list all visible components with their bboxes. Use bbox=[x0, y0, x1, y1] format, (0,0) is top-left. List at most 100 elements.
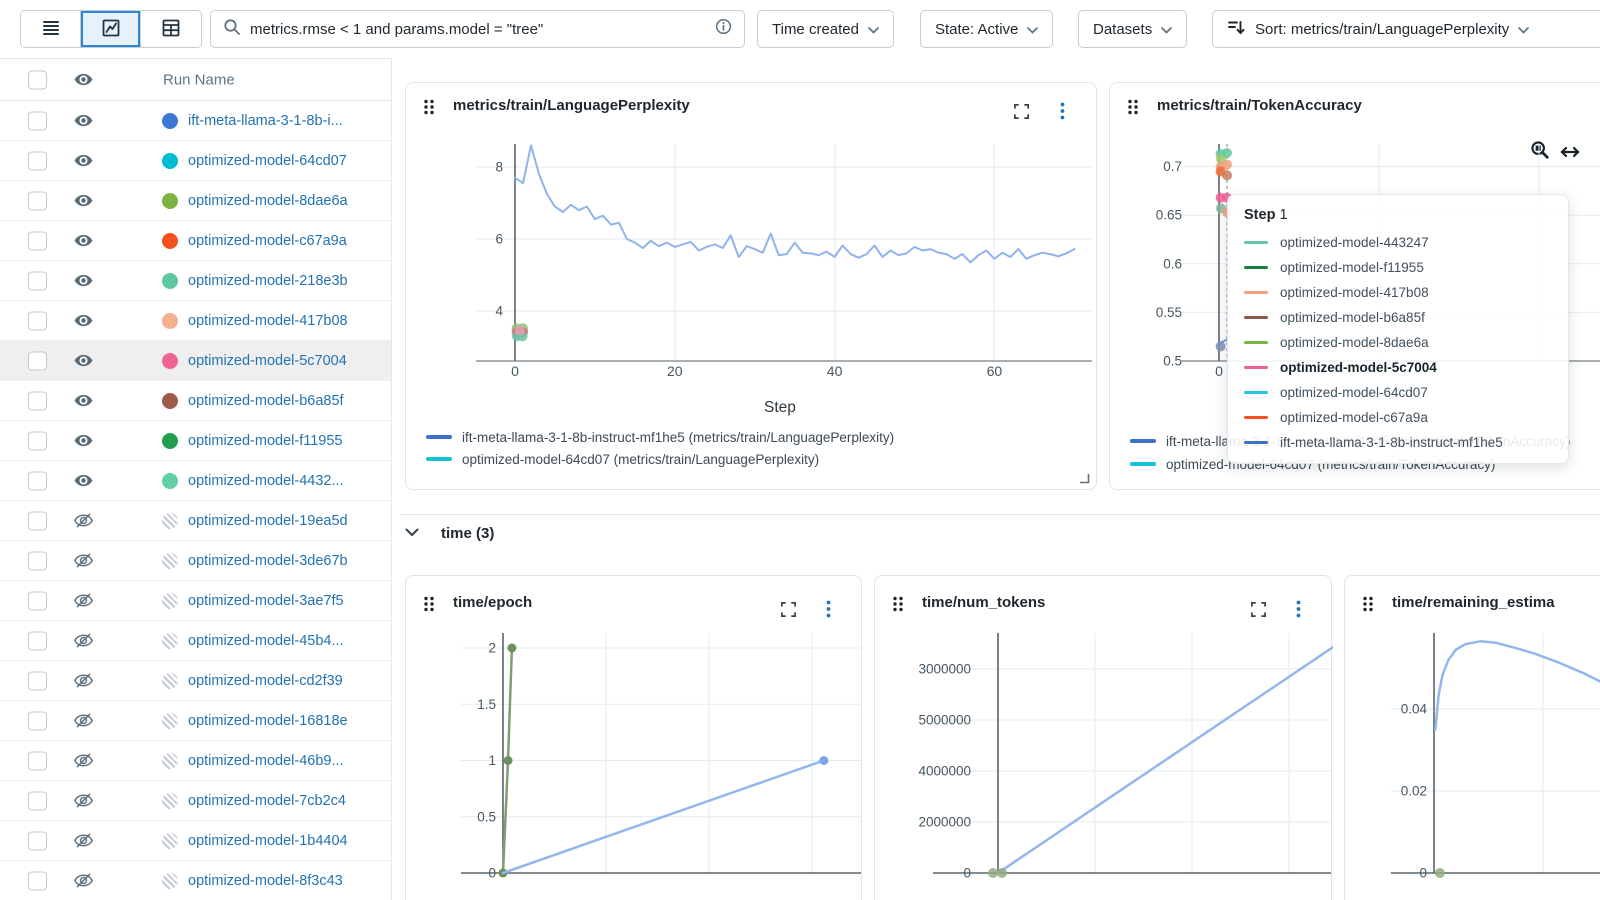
expand-icon[interactable] bbox=[778, 599, 798, 619]
run-name-link[interactable]: optimized-model-3de67b bbox=[188, 552, 348, 569]
visibility-eye-off-icon[interactable] bbox=[72, 510, 94, 532]
select-all-checkbox[interactable] bbox=[28, 70, 47, 89]
visibility-eye-off-icon[interactable] bbox=[72, 750, 94, 772]
visibility-eye-icon[interactable] bbox=[72, 310, 94, 332]
run-name-link[interactable]: optimized-model-417b08 bbox=[188, 312, 348, 329]
run-name-link[interactable]: optimized-model-19ea5d bbox=[188, 512, 348, 529]
drag-handle-icon[interactable] bbox=[1362, 596, 1374, 612]
table-row[interactable]: optimized-model-8f3c43 bbox=[0, 861, 391, 900]
table-row[interactable]: optimized-model-16818e bbox=[0, 701, 391, 741]
visibility-eye-icon[interactable] bbox=[72, 190, 94, 212]
visibility-eye-off-icon[interactable] bbox=[72, 710, 94, 732]
run-checkbox[interactable] bbox=[28, 431, 47, 450]
run-checkbox[interactable] bbox=[28, 791, 47, 810]
table-view-button[interactable] bbox=[141, 11, 201, 47]
run-checkbox[interactable] bbox=[28, 311, 47, 330]
expand-icon[interactable] bbox=[1011, 101, 1031, 121]
drag-handle-icon[interactable] bbox=[1127, 99, 1139, 115]
table-row[interactable]: optimized-model-46b9... bbox=[0, 741, 391, 781]
run-name-link[interactable]: optimized-model-b6a85f bbox=[188, 392, 344, 409]
run-checkbox[interactable] bbox=[28, 671, 47, 690]
table-row[interactable]: optimized-model-cd2f39 bbox=[0, 661, 391, 701]
run-name-link[interactable]: optimized-model-f11955 bbox=[188, 432, 343, 449]
run-name-link[interactable]: optimized-model-8f3c43 bbox=[188, 872, 343, 889]
visibility-eye-icon[interactable] bbox=[72, 430, 94, 452]
run-name-link[interactable]: ift-meta-llama-3-1-8b-i... bbox=[188, 112, 343, 129]
table-row[interactable]: optimized-model-417b08 bbox=[0, 301, 391, 341]
table-row[interactable]: optimized-model-3de67b bbox=[0, 541, 391, 581]
run-checkbox[interactable] bbox=[28, 831, 47, 850]
chart-view-button[interactable] bbox=[81, 11, 141, 47]
sort-selector[interactable]: Sort: metrics/train/LanguagePerplexity bbox=[1212, 10, 1600, 48]
visibility-eye-off-icon[interactable] bbox=[72, 630, 94, 652]
table-row[interactable]: optimized-model-f11955 bbox=[0, 421, 391, 461]
visibility-eye-off-icon[interactable] bbox=[72, 670, 94, 692]
visibility-eye-icon[interactable] bbox=[72, 150, 94, 172]
run-name-link[interactable]: optimized-model-16818e bbox=[188, 712, 348, 729]
run-checkbox[interactable] bbox=[28, 151, 47, 170]
run-name-link[interactable]: optimized-model-4432... bbox=[188, 472, 344, 489]
run-name-link[interactable]: optimized-model-45b4... bbox=[188, 632, 344, 649]
run-checkbox[interactable] bbox=[28, 711, 47, 730]
table-row[interactable]: optimized-model-8dae6a bbox=[0, 181, 391, 221]
section-chevron-down-icon[interactable] bbox=[405, 524, 419, 542]
pan-tool-icon[interactable] bbox=[1560, 142, 1580, 162]
time-created-filter[interactable]: Time created bbox=[757, 10, 894, 48]
table-row[interactable]: optimized-model-64cd07 bbox=[0, 141, 391, 181]
info-icon[interactable] bbox=[715, 18, 732, 40]
run-checkbox[interactable] bbox=[28, 631, 47, 650]
run-checkbox[interactable] bbox=[28, 351, 47, 370]
table-row[interactable]: optimized-model-1b4404 bbox=[0, 821, 391, 861]
run-name-link[interactable]: optimized-model-cd2f39 bbox=[188, 672, 343, 689]
state-filter[interactable]: State: Active bbox=[920, 10, 1054, 48]
run-checkbox[interactable] bbox=[28, 231, 47, 250]
expand-icon[interactable] bbox=[1248, 599, 1268, 619]
visibility-eye-off-icon[interactable] bbox=[72, 590, 94, 612]
run-checkbox[interactable] bbox=[28, 591, 47, 610]
run-name-link[interactable]: optimized-model-5c7004 bbox=[188, 352, 347, 369]
run-checkbox[interactable] bbox=[28, 511, 47, 530]
run-checkbox[interactable] bbox=[28, 271, 47, 290]
zoom-tool-icon[interactable] bbox=[1530, 140, 1550, 160]
drag-handle-icon[interactable] bbox=[892, 596, 904, 612]
visibility-eye-icon[interactable] bbox=[72, 270, 94, 292]
visibility-eye-icon[interactable] bbox=[72, 390, 94, 412]
run-checkbox[interactable] bbox=[28, 111, 47, 130]
table-row[interactable]: ift-meta-llama-3-1-8b-i... bbox=[0, 101, 391, 141]
run-name-link[interactable]: optimized-model-8dae6a bbox=[188, 192, 348, 209]
list-view-button[interactable] bbox=[21, 11, 81, 47]
visibility-eye-off-icon[interactable] bbox=[72, 830, 94, 852]
kebab-menu-icon[interactable] bbox=[818, 599, 838, 619]
visibility-eye-off-icon[interactable] bbox=[72, 870, 94, 892]
run-name-link[interactable]: optimized-model-c67a9a bbox=[188, 232, 347, 249]
run-checkbox[interactable] bbox=[28, 551, 47, 570]
drag-handle-icon[interactable] bbox=[423, 596, 435, 612]
kebab-menu-icon[interactable] bbox=[1052, 101, 1072, 121]
run-name-link[interactable]: optimized-model-46b9... bbox=[188, 752, 344, 769]
drag-handle-icon[interactable] bbox=[423, 99, 435, 115]
visibility-eye-icon[interactable] bbox=[72, 230, 94, 252]
visibility-eye-icon[interactable] bbox=[72, 350, 94, 372]
run-checkbox[interactable] bbox=[28, 871, 47, 890]
run-name-link[interactable]: optimized-model-218e3b bbox=[188, 272, 348, 289]
visibility-eye-icon[interactable] bbox=[72, 470, 94, 492]
table-row[interactable]: optimized-model-b6a85f bbox=[0, 381, 391, 421]
run-checkbox[interactable] bbox=[28, 751, 47, 770]
table-row[interactable]: optimized-model-3ae7f5 bbox=[0, 581, 391, 621]
visibility-eye-off-icon[interactable] bbox=[72, 790, 94, 812]
table-row[interactable]: optimized-model-45b4... bbox=[0, 621, 391, 661]
visibility-eye-off-icon[interactable] bbox=[72, 550, 94, 572]
run-checkbox[interactable] bbox=[28, 471, 47, 490]
table-row[interactable]: optimized-model-4432... bbox=[0, 461, 391, 501]
table-row[interactable]: optimized-model-7cb2c4 bbox=[0, 781, 391, 821]
run-checkbox[interactable] bbox=[28, 391, 47, 410]
table-row[interactable]: optimized-model-19ea5d bbox=[0, 501, 391, 541]
visibility-eye-icon[interactable] bbox=[72, 110, 94, 132]
visibility-all-eye-icon[interactable] bbox=[72, 69, 94, 91]
table-row[interactable]: optimized-model-218e3b bbox=[0, 261, 391, 301]
table-row[interactable]: optimized-model-c67a9a bbox=[0, 221, 391, 261]
run-name-link[interactable]: optimized-model-7cb2c4 bbox=[188, 792, 346, 809]
run-name-link[interactable]: optimized-model-3ae7f5 bbox=[188, 592, 344, 609]
run-name-link[interactable]: optimized-model-1b4404 bbox=[188, 832, 348, 849]
resize-handle[interactable] bbox=[1078, 471, 1090, 484]
